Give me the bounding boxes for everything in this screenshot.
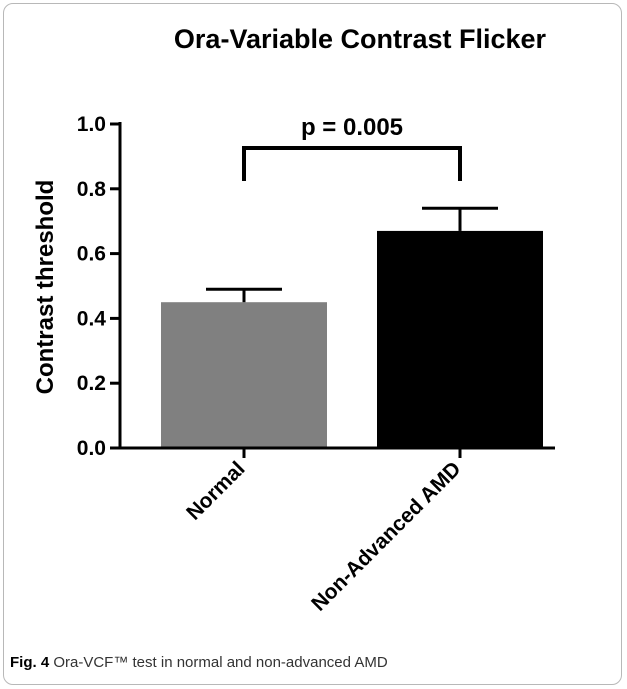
y-tick-label-5: 1.0 — [77, 113, 106, 136]
x-category-label-0: Normal — [182, 457, 249, 524]
y-tick-label-3: 0.6 — [77, 243, 106, 266]
bar-chart: Ora-Variable Contrast Flicker Contrast t… — [32, 24, 555, 616]
figure-caption: Fig. 4 Ora-VCF™ test in normal and non-a… — [10, 654, 388, 671]
y-tick-label-2: 0.4 — [77, 307, 107, 330]
p-value-annotation: p = 0.005 — [301, 114, 403, 141]
y-tick-label-1: 0.2 — [77, 372, 106, 395]
x-category-label-1: Non-Advanced AMD — [307, 457, 465, 615]
bar-1 — [377, 230, 543, 448]
bar-0 — [161, 302, 327, 448]
caption-text: Ora-VCF™ test in normal and non-advanced… — [53, 654, 388, 671]
chart-title: Ora-Variable Contrast Flicker — [174, 24, 547, 54]
y-tick-label-4: 0.8 — [77, 178, 107, 201]
plot-area: 0.0 0.2 0.4 0.6 0.8 1.0 Normal Non-Advanced AMD… — [77, 113, 555, 616]
y-axis-label: Contrast threshold — [32, 180, 59, 395]
significance-bracket — [242, 146, 462, 181]
figure-number: Fig. 4 — [10, 654, 50, 671]
y-tick-label-0: 0.0 — [77, 437, 106, 460]
